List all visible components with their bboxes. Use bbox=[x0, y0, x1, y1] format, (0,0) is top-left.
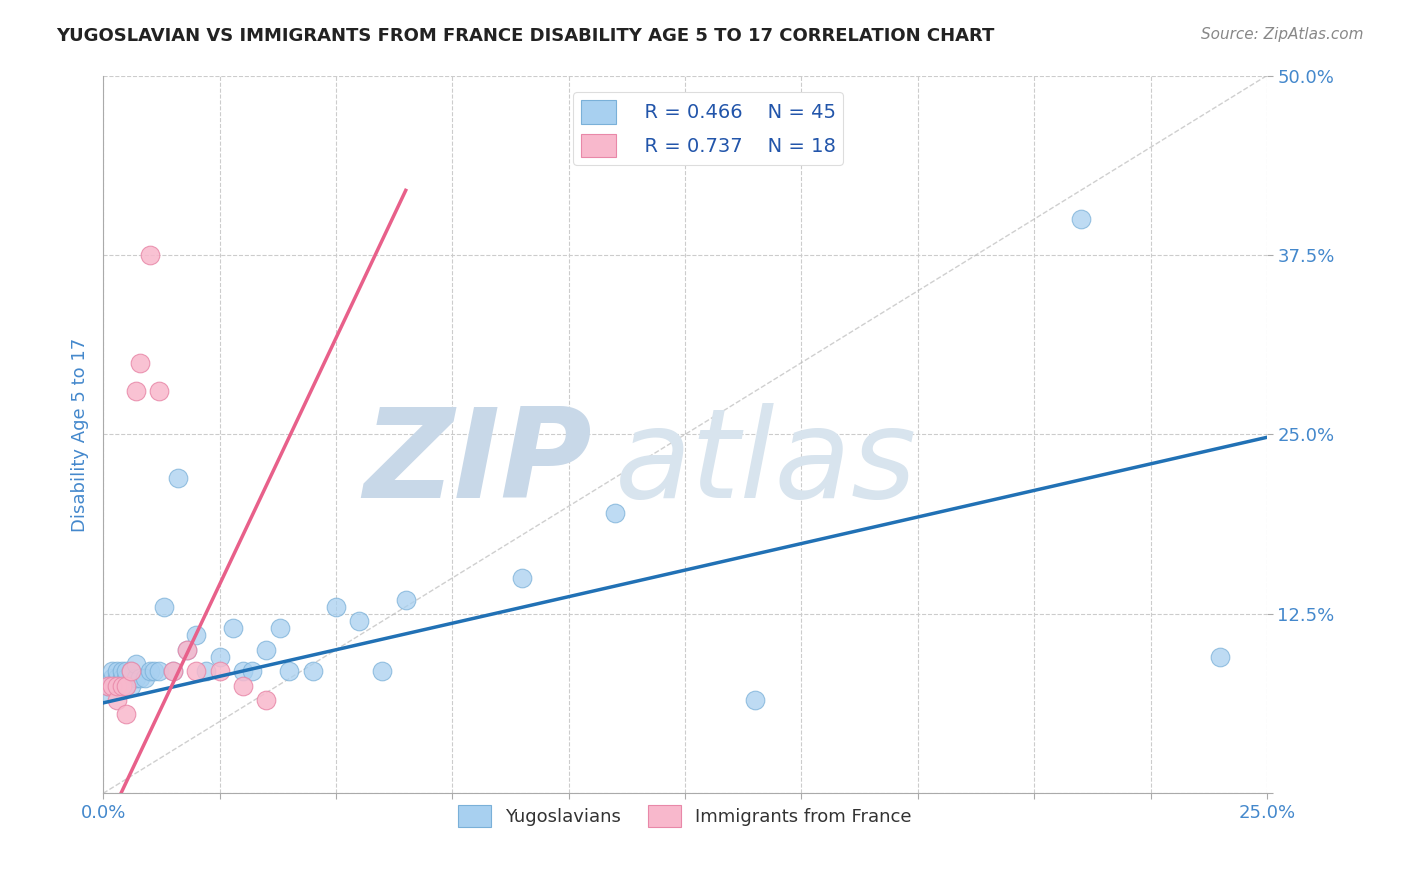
Point bbox=[194, 665, 217, 679]
Point bbox=[125, 384, 148, 399]
Point bbox=[371, 665, 394, 679]
Point bbox=[115, 679, 138, 693]
Point bbox=[111, 672, 134, 686]
Point bbox=[347, 614, 370, 628]
Point bbox=[97, 686, 120, 700]
Point bbox=[111, 665, 134, 679]
Point bbox=[120, 679, 142, 693]
Point bbox=[510, 571, 533, 585]
Point bbox=[120, 665, 142, 679]
Point bbox=[105, 672, 128, 686]
Y-axis label: Disability Age 5 to 17: Disability Age 5 to 17 bbox=[72, 337, 89, 532]
Point bbox=[120, 665, 142, 679]
Point bbox=[208, 650, 231, 665]
Legend: Yugoslavians, Immigrants from France: Yugoslavians, Immigrants from France bbox=[451, 798, 920, 835]
Point bbox=[254, 642, 277, 657]
Point bbox=[1070, 212, 1092, 227]
Point bbox=[129, 356, 152, 370]
Point bbox=[105, 679, 128, 693]
Point bbox=[176, 642, 198, 657]
Point bbox=[240, 665, 263, 679]
Point bbox=[148, 384, 170, 399]
Point bbox=[278, 665, 301, 679]
Point bbox=[232, 679, 254, 693]
Point bbox=[115, 707, 138, 722]
Point bbox=[186, 665, 208, 679]
Point bbox=[111, 679, 134, 693]
Point bbox=[129, 672, 152, 686]
Text: ZIP: ZIP bbox=[363, 402, 592, 524]
Point bbox=[105, 679, 128, 693]
Point bbox=[395, 592, 418, 607]
Point bbox=[97, 679, 120, 693]
Point bbox=[269, 621, 291, 635]
Point bbox=[101, 665, 124, 679]
Point bbox=[105, 665, 128, 679]
Point bbox=[105, 693, 128, 707]
Point bbox=[134, 672, 156, 686]
Point bbox=[152, 599, 174, 614]
Point bbox=[125, 657, 148, 672]
Point bbox=[143, 665, 166, 679]
Point bbox=[115, 679, 138, 693]
Point bbox=[254, 693, 277, 707]
Point bbox=[186, 628, 208, 642]
Point bbox=[101, 672, 124, 686]
Point bbox=[222, 621, 245, 635]
Point bbox=[176, 642, 198, 657]
Text: YUGOSLAVIAN VS IMMIGRANTS FROM FRANCE DISABILITY AGE 5 TO 17 CORRELATION CHART: YUGOSLAVIAN VS IMMIGRANTS FROM FRANCE DI… bbox=[56, 27, 994, 45]
Point bbox=[97, 679, 120, 693]
Point bbox=[148, 665, 170, 679]
Point bbox=[166, 470, 188, 484]
Point bbox=[208, 665, 231, 679]
Point bbox=[232, 665, 254, 679]
Point bbox=[605, 507, 627, 521]
Point bbox=[162, 665, 184, 679]
Point bbox=[1209, 650, 1232, 665]
Point bbox=[162, 665, 184, 679]
Point bbox=[744, 693, 766, 707]
Point bbox=[111, 679, 134, 693]
Point bbox=[115, 672, 138, 686]
Point bbox=[115, 665, 138, 679]
Point bbox=[301, 665, 323, 679]
Point bbox=[325, 599, 347, 614]
Point bbox=[138, 248, 160, 262]
Text: atlas: atlas bbox=[616, 402, 917, 524]
Text: Source: ZipAtlas.com: Source: ZipAtlas.com bbox=[1201, 27, 1364, 42]
Point bbox=[138, 665, 160, 679]
Point bbox=[125, 672, 148, 686]
Point bbox=[101, 679, 124, 693]
